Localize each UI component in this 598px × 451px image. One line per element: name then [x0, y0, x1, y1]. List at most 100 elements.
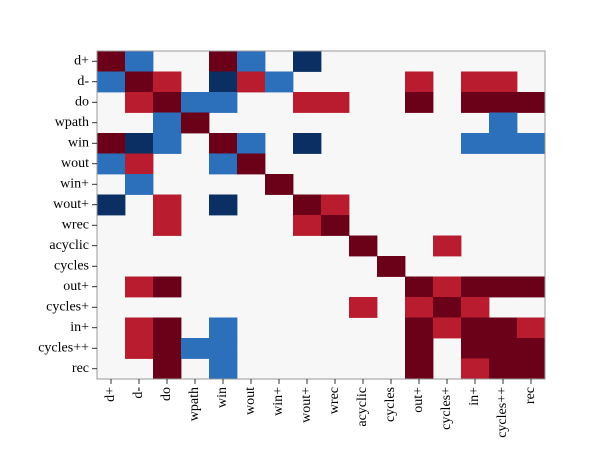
- heatmap-cell-wout-d-: [125, 153, 154, 175]
- heatmap-cell-wpath-do: [153, 112, 182, 134]
- heatmap-cell-out+-cycles+: [433, 276, 462, 298]
- heatmap-cell-win-rec: [517, 133, 546, 154]
- x-tick-label: d+: [103, 387, 118, 402]
- x-tick-label: cycles+: [439, 387, 454, 430]
- heatmap-cell-d+-wout+: [293, 51, 322, 72]
- heatmap-cell-rec-in+: [461, 358, 490, 380]
- heatmap-cell-win-win: [209, 133, 238, 154]
- heatmap-cell-do-cycles++: [489, 92, 518, 113]
- heatmap-cell-in+-out+: [405, 317, 434, 339]
- heatmap-cell-d+-d+: [97, 51, 126, 72]
- x-tick-label: acyclic: [355, 387, 370, 427]
- heatmap-cells: [97, 51, 546, 380]
- heatmap-cell-d--cycles++: [489, 71, 518, 93]
- heatmap-cell-out+-do: [153, 276, 182, 298]
- heatmap-cell-rec-out+: [405, 358, 434, 380]
- heatmap-cell-wout+-wrec: [321, 194, 350, 216]
- heatmap-cell-d--out+: [405, 71, 434, 93]
- heatmap-cell-win-in+: [461, 133, 490, 154]
- heatmap-cell-do-wrec: [321, 92, 350, 113]
- heatmap-cell-do-wpath: [181, 92, 210, 113]
- heatmap-cell-win-d+: [97, 133, 126, 154]
- x-tick-label: win: [215, 387, 230, 408]
- heatmap-cell-wout-wout: [237, 153, 266, 175]
- heatmap-cell-do-do: [153, 92, 182, 113]
- heatmap-cell-in+-rec: [517, 317, 546, 339]
- heatmap-cell-cycles++-out+: [405, 338, 434, 359]
- heatmap-cell-d--d+: [97, 71, 126, 93]
- heatmap-cell-win-d-: [125, 133, 154, 154]
- heatmap-cell-out+-rec: [517, 276, 546, 298]
- x-tick-label: do: [159, 387, 174, 401]
- y-tick-label: out+: [63, 279, 89, 294]
- heatmap-cell-cycles++-do: [153, 338, 182, 359]
- heatmap-cell-cycles++-wpath: [181, 338, 210, 359]
- y-tick-label: wpath: [55, 115, 89, 130]
- heatmap-cell-d+-win: [209, 51, 238, 72]
- heatmap-cell-acyclic-acyclic: [349, 235, 378, 257]
- x-tick-label: cycles++: [495, 387, 510, 438]
- heatmap-cell-wrec-wout+: [293, 215, 322, 236]
- x-tick-label: win+: [271, 387, 286, 416]
- heatmap-cell-in+-win: [209, 317, 238, 339]
- heatmap-cell-rec-rec: [517, 358, 546, 380]
- heatmap-cell-in+-cycles++: [489, 317, 518, 339]
- heatmap-cell-win-do: [153, 133, 182, 154]
- heatmap-cell-rec-do: [153, 358, 182, 380]
- heatmap-cell-d--win+: [265, 71, 294, 93]
- x-tick-label: cycles: [383, 387, 398, 422]
- heatmap-cell-rec-cycles++: [489, 358, 518, 380]
- heatmap-cell-d--win: [209, 71, 238, 93]
- y-tick-label: win+: [60, 176, 89, 191]
- heatmap-cell-cycles+-in+: [461, 297, 490, 318]
- x-tick-label: d-: [131, 387, 146, 399]
- heatmap-cell-wpath-cycles++: [489, 112, 518, 134]
- y-tick-label: wrec: [62, 217, 89, 232]
- heatmap-cell-win-cycles++: [489, 133, 518, 154]
- heatmap-cell-d--in+: [461, 71, 490, 93]
- x-tick-label: rec: [523, 387, 538, 404]
- heatmap-cell-cycles+-out+: [405, 297, 434, 318]
- heatmap-cell-do-in+: [461, 92, 490, 113]
- y-tick-label: d-: [77, 74, 89, 89]
- heatmap-cell-cycles++-in+: [461, 338, 490, 359]
- heatmap-cell-do-wout+: [293, 92, 322, 113]
- heatmap-cell-out+-out+: [405, 276, 434, 298]
- heatmap-cell-d--d-: [125, 71, 154, 93]
- x-tick-label: in+: [467, 387, 482, 406]
- heatmap-cell-acyclic-cycles+: [433, 235, 462, 257]
- heatmap-cell-wout+-d+: [97, 194, 126, 216]
- x-tick-label: wpath: [187, 387, 202, 421]
- heatmap-cell-win-wout: [237, 133, 266, 154]
- heatmap-cell-cycles+-acyclic: [349, 297, 378, 318]
- heatmap-cell-d--wout: [237, 71, 266, 93]
- heatmap-cell-cycles++-cycles++: [489, 338, 518, 359]
- heatmap-cell-d--do: [153, 71, 182, 93]
- heatmap-cell-cycles++-win: [209, 338, 238, 359]
- heatmap-cell-out+-d-: [125, 276, 154, 298]
- y-tick-label: in+: [70, 320, 89, 335]
- x-axis-ticks: d+ d-do wpath win wout win+ wout+ wrec acyclic cy…: [103, 379, 538, 438]
- heatmap-cell-out+-in+: [461, 276, 490, 298]
- y-tick-label: do: [75, 94, 89, 109]
- heatmap-cell-wpath-wpath: [181, 112, 210, 134]
- heatmap-cell-d+-d-: [125, 51, 154, 72]
- heatmap-cell-d+-wout: [237, 51, 266, 72]
- heatmap-cell-do-d-: [125, 92, 154, 113]
- y-tick-label: cycles+: [46, 299, 89, 314]
- heatmap-cell-do-rec: [517, 92, 546, 113]
- y-tick-label: win: [68, 135, 89, 150]
- y-tick-label: wout+: [53, 197, 89, 212]
- heatmap-cell-win+-win+: [265, 174, 294, 195]
- y-tick-label: rec: [72, 361, 89, 376]
- x-tick-label: wout+: [299, 387, 314, 423]
- heatmap-cell-wout+-do: [153, 194, 182, 216]
- heatmap-cell-in+-cycles+: [433, 317, 462, 339]
- heatmap-cell-win-wout+: [293, 133, 322, 154]
- x-tick-label: wout: [243, 387, 258, 415]
- heatmap-cell-wout-d+: [97, 153, 126, 175]
- heatmap-cell-wout+-win: [209, 194, 238, 216]
- heatmap-cell-in+-in+: [461, 317, 490, 339]
- x-tick-label: wrec: [327, 387, 342, 414]
